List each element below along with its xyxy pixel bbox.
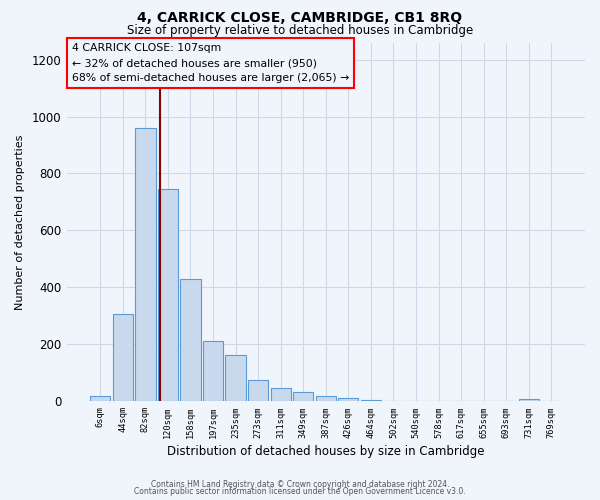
Bar bbox=[383, 400, 404, 401]
Bar bbox=[135, 128, 155, 401]
Text: Contains HM Land Registry data © Crown copyright and database right 2024.: Contains HM Land Registry data © Crown c… bbox=[151, 480, 449, 489]
Bar bbox=[406, 400, 426, 401]
Bar bbox=[113, 314, 133, 401]
Text: 4, CARRICK CLOSE, CAMBRIDGE, CB1 8RQ: 4, CARRICK CLOSE, CAMBRIDGE, CB1 8RQ bbox=[137, 12, 463, 26]
Text: 4 CARRICK CLOSE: 107sqm
← 32% of detached houses are smaller (950)
68% of semi-d: 4 CARRICK CLOSE: 107sqm ← 32% of detache… bbox=[72, 43, 349, 83]
Bar bbox=[518, 399, 539, 401]
Bar bbox=[271, 388, 291, 401]
Bar bbox=[248, 380, 268, 401]
Text: Contains public sector information licensed under the Open Government Licence v3: Contains public sector information licen… bbox=[134, 488, 466, 496]
Bar bbox=[226, 355, 246, 401]
Bar bbox=[293, 392, 313, 401]
Y-axis label: Number of detached properties: Number of detached properties bbox=[15, 134, 25, 310]
Bar bbox=[316, 396, 336, 401]
Bar bbox=[361, 400, 381, 401]
Bar bbox=[338, 398, 358, 401]
Bar bbox=[158, 189, 178, 401]
X-axis label: Distribution of detached houses by size in Cambridge: Distribution of detached houses by size … bbox=[167, 444, 485, 458]
Bar bbox=[203, 342, 223, 401]
Bar bbox=[90, 396, 110, 401]
Bar bbox=[181, 279, 200, 401]
Text: Size of property relative to detached houses in Cambridge: Size of property relative to detached ho… bbox=[127, 24, 473, 37]
